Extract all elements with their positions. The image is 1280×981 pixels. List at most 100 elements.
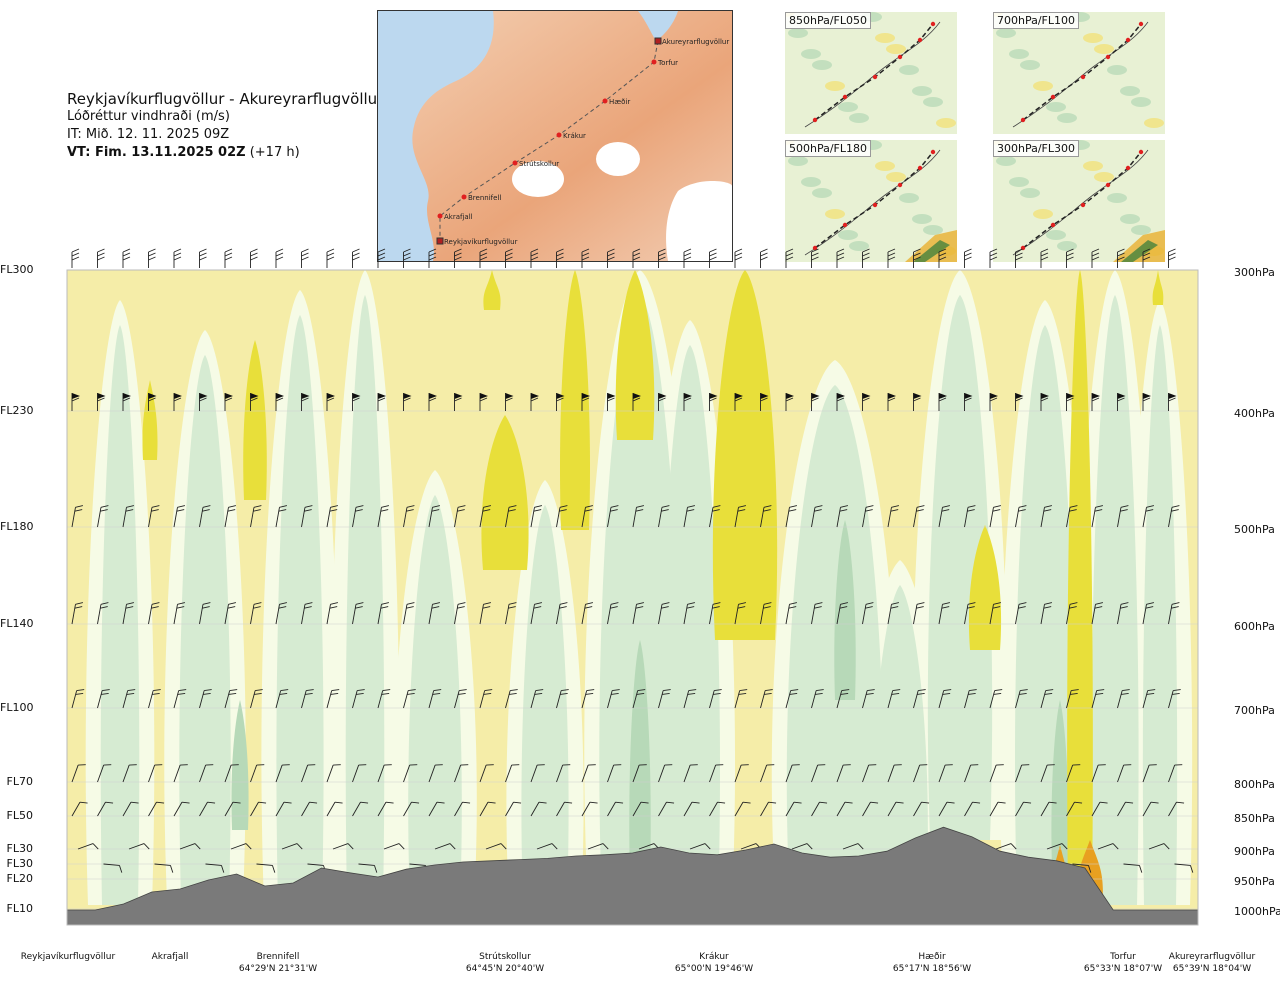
wind-barb <box>862 505 874 528</box>
wind-barb <box>811 248 819 268</box>
wind-barb <box>275 505 287 528</box>
wind-barb <box>842 843 864 850</box>
wind-barb <box>836 393 845 411</box>
wind-barb <box>403 602 415 625</box>
wind-barb <box>556 248 564 268</box>
station-label: Torfur 65°33'N 18°07'W <box>1063 951 1183 975</box>
wind-barb <box>1174 863 1194 873</box>
wind-barb <box>403 393 412 411</box>
wind-barb <box>199 764 214 783</box>
wind-barb <box>97 393 106 411</box>
wind-barb <box>530 689 544 709</box>
wind-barb <box>275 801 292 817</box>
glacier-east <box>666 181 732 261</box>
wind-barb <box>530 764 545 783</box>
wind-barb <box>607 248 615 268</box>
wind-barb <box>122 764 137 783</box>
wind-barb <box>1091 602 1103 625</box>
minimap-500: 500hPa/FL180 <box>785 140 957 262</box>
wind-barb <box>683 393 692 411</box>
wind-barb <box>122 393 131 411</box>
fl-label: FL30 <box>6 842 33 855</box>
wind-barb <box>734 764 749 783</box>
waypoint-marker <box>602 98 608 104</box>
wind-barb <box>479 602 491 625</box>
wind-barb <box>632 602 644 625</box>
wind-barb <box>454 248 462 268</box>
wind-barb <box>250 689 263 709</box>
wind-barb <box>683 801 700 817</box>
wind-barb <box>887 393 896 411</box>
wind-barb <box>632 248 641 268</box>
wind-barb <box>250 764 265 783</box>
wind-barb <box>230 843 252 850</box>
downdraft-zone <box>1142 325 1178 905</box>
downdraft-zone <box>659 345 721 905</box>
wind-barb <box>989 505 1001 528</box>
wind-barb <box>173 505 185 528</box>
wind-barb <box>1015 505 1027 528</box>
wind-barb <box>199 602 211 625</box>
downdraft-zone <box>872 585 928 905</box>
wind-barb <box>1097 843 1119 850</box>
wind-barb <box>103 863 123 873</box>
wind-barb <box>734 689 748 709</box>
wind-barb <box>275 602 287 625</box>
wind-barb <box>1066 764 1081 783</box>
updraft-zone <box>712 270 778 640</box>
wind-barb <box>607 801 624 817</box>
wind-barb <box>301 602 313 625</box>
waypoint-label: Reykjavíkurflugvöllur <box>444 238 518 246</box>
wind-barb <box>689 843 711 850</box>
wind-barb <box>964 248 972 268</box>
wind-barb <box>250 393 259 411</box>
wind-barb <box>1066 689 1079 709</box>
wind-barb <box>148 602 160 625</box>
updraft-zone <box>1152 270 1164 305</box>
wind-barb <box>1066 602 1078 625</box>
wind-barb <box>581 764 596 783</box>
station-label: Strútskollur 64°45'N 20°40'W <box>445 951 565 975</box>
waypoint-marker <box>651 59 657 65</box>
wind-barb <box>97 689 110 709</box>
wind-barb <box>683 689 697 709</box>
wind-barb <box>97 602 109 625</box>
wind-barb <box>1142 393 1151 411</box>
wind-barb <box>224 801 241 817</box>
station-name: Akureyrarflugvöllur <box>1168 952 1256 962</box>
wind-barb <box>148 248 156 268</box>
wind-barb <box>683 602 695 625</box>
wind-barb <box>964 689 977 709</box>
wind-barb <box>836 505 848 528</box>
hpa-label: 300hPa <box>1234 266 1275 279</box>
downdraft-strong-zone <box>629 640 651 880</box>
wind-barb <box>530 801 547 817</box>
wind-barb <box>913 689 926 709</box>
wind-barb <box>556 689 569 709</box>
plot-frame <box>66 269 1199 926</box>
wind-barb <box>281 843 303 850</box>
downdraft-zone <box>927 295 993 840</box>
wind-barb <box>938 801 955 817</box>
wind-barb <box>785 801 802 817</box>
wind-barb <box>301 764 316 783</box>
wind-barb <box>1117 764 1132 783</box>
chart-subtitle: Lóðréttur vindhraði (m/s) <box>67 109 230 124</box>
wind-barb <box>1091 505 1103 528</box>
wind-barb <box>760 505 772 528</box>
wind-barb <box>148 801 165 817</box>
wind-barb <box>887 602 899 625</box>
wind-barb <box>587 843 609 850</box>
hpa-label: 400hPa <box>1234 407 1275 420</box>
wind-barb <box>1040 505 1052 528</box>
wind-barb <box>148 393 157 411</box>
wind-barb <box>505 505 517 528</box>
issue-time: IT: Mið. 12. 11. 2025 09Z <box>67 127 230 142</box>
wind-barb <box>709 801 726 817</box>
downdraft-zone <box>408 495 462 905</box>
wind-barb <box>887 248 896 268</box>
wind-barb <box>485 843 507 850</box>
wind-barb <box>199 393 208 411</box>
station-name: Akrafjall <box>151 952 189 962</box>
wind-barb <box>1142 689 1156 709</box>
